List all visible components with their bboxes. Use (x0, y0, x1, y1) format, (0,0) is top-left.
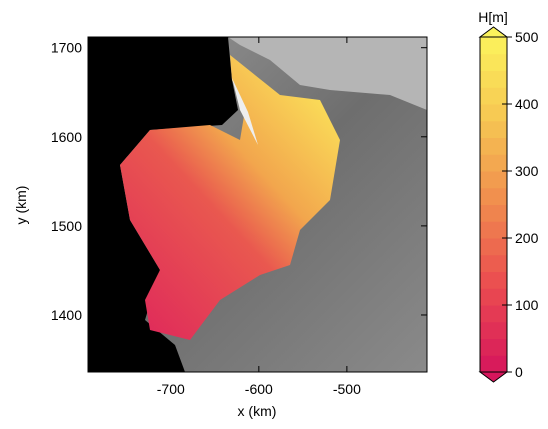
colorbar-tick-label: 300 (515, 163, 539, 179)
colorbar-tick-label: 400 (515, 96, 539, 112)
y-axis-label: y (km) (13, 186, 29, 225)
colorbar-band (480, 288, 507, 305)
colorbar-band (480, 238, 507, 255)
colorbar-band (480, 138, 507, 155)
x-axis-label: x (km) (238, 403, 277, 419)
map-image (88, 37, 427, 372)
colorbar-tick-label: 200 (515, 230, 539, 246)
x-tick-label: -700 (157, 381, 185, 397)
colorbar-extend-bottom (480, 372, 507, 382)
colorbar-tick-label: 500 (515, 29, 539, 45)
colorbar-band (480, 272, 507, 289)
colorbar-band (480, 87, 507, 104)
colorbar-band (480, 322, 507, 339)
colorbar-tick-label: 0 (515, 364, 523, 380)
colorbar-band (480, 205, 507, 222)
y-tick-label: 1700 (51, 40, 82, 56)
y-tick-label: 1600 (51, 129, 82, 145)
chart: x (km) y (km) H[m] -700 -600 -500 1400 1500 1… (0, 0, 548, 424)
colorbar-band (480, 121, 507, 138)
colorbar-band (480, 154, 507, 171)
colorbar-band (480, 255, 507, 272)
colorbar-band (480, 71, 507, 88)
x-tick-label: -600 (245, 381, 273, 397)
colorbar-label: H[m] (478, 9, 508, 25)
colorbar-band (480, 355, 507, 372)
colorbar-tick-label: 100 (515, 297, 539, 313)
y-tick-label: 1500 (51, 218, 82, 234)
colorbar-band (480, 171, 507, 188)
colorbar-band (480, 104, 507, 121)
colorbar-band (480, 339, 507, 356)
colorbar-band (480, 54, 507, 71)
colorbar-extend-top (480, 27, 507, 37)
y-tick-label: 1400 (51, 307, 82, 323)
colorbar-band (480, 37, 507, 54)
colorbar-band (480, 305, 507, 322)
colorbar-band (480, 221, 507, 238)
colorbar-band (480, 188, 507, 205)
x-tick-label: -500 (333, 381, 361, 397)
